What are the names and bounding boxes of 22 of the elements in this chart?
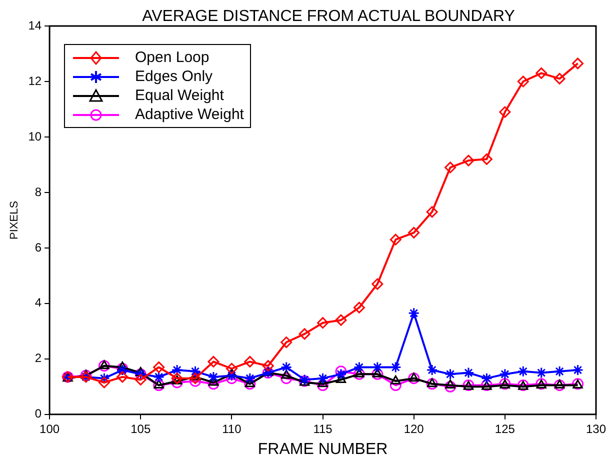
y-tick-label: 10 [28,129,42,144]
x-tick-label: 110 [222,422,242,436]
chart-title: AVERAGE DISTANCE FROM ACTUAL BOUNDARY [141,8,516,26]
x-tick-label: 100 [40,422,60,436]
y-tick-label: 2 [34,351,42,366]
legend-label: Edges Only [135,68,213,85]
y-tick-label: 0 [34,406,42,421]
x-tick-label: 130 [586,422,606,436]
x-tick-label: 120 [404,422,424,436]
x-tick-label: 105 [130,422,151,436]
y-tick-label: 4 [34,296,42,310]
legend-label: Adaptive Weight [135,106,244,123]
x-axis-title: FRAME NUMBER [258,440,388,458]
x-tick-label: 115 [313,422,333,436]
y-axis-title: PIXELS [8,200,21,240]
y-tick-label: 14 [28,18,42,32]
legend-label: Open Loop [135,49,210,66]
y-tick-label: 6 [34,240,42,254]
y-tick-label: 12 [28,74,42,88]
legend-label: Equal Weight [135,87,224,104]
x-tick-label: 125 [494,422,516,436]
y-tick-label: 8 [34,184,42,199]
